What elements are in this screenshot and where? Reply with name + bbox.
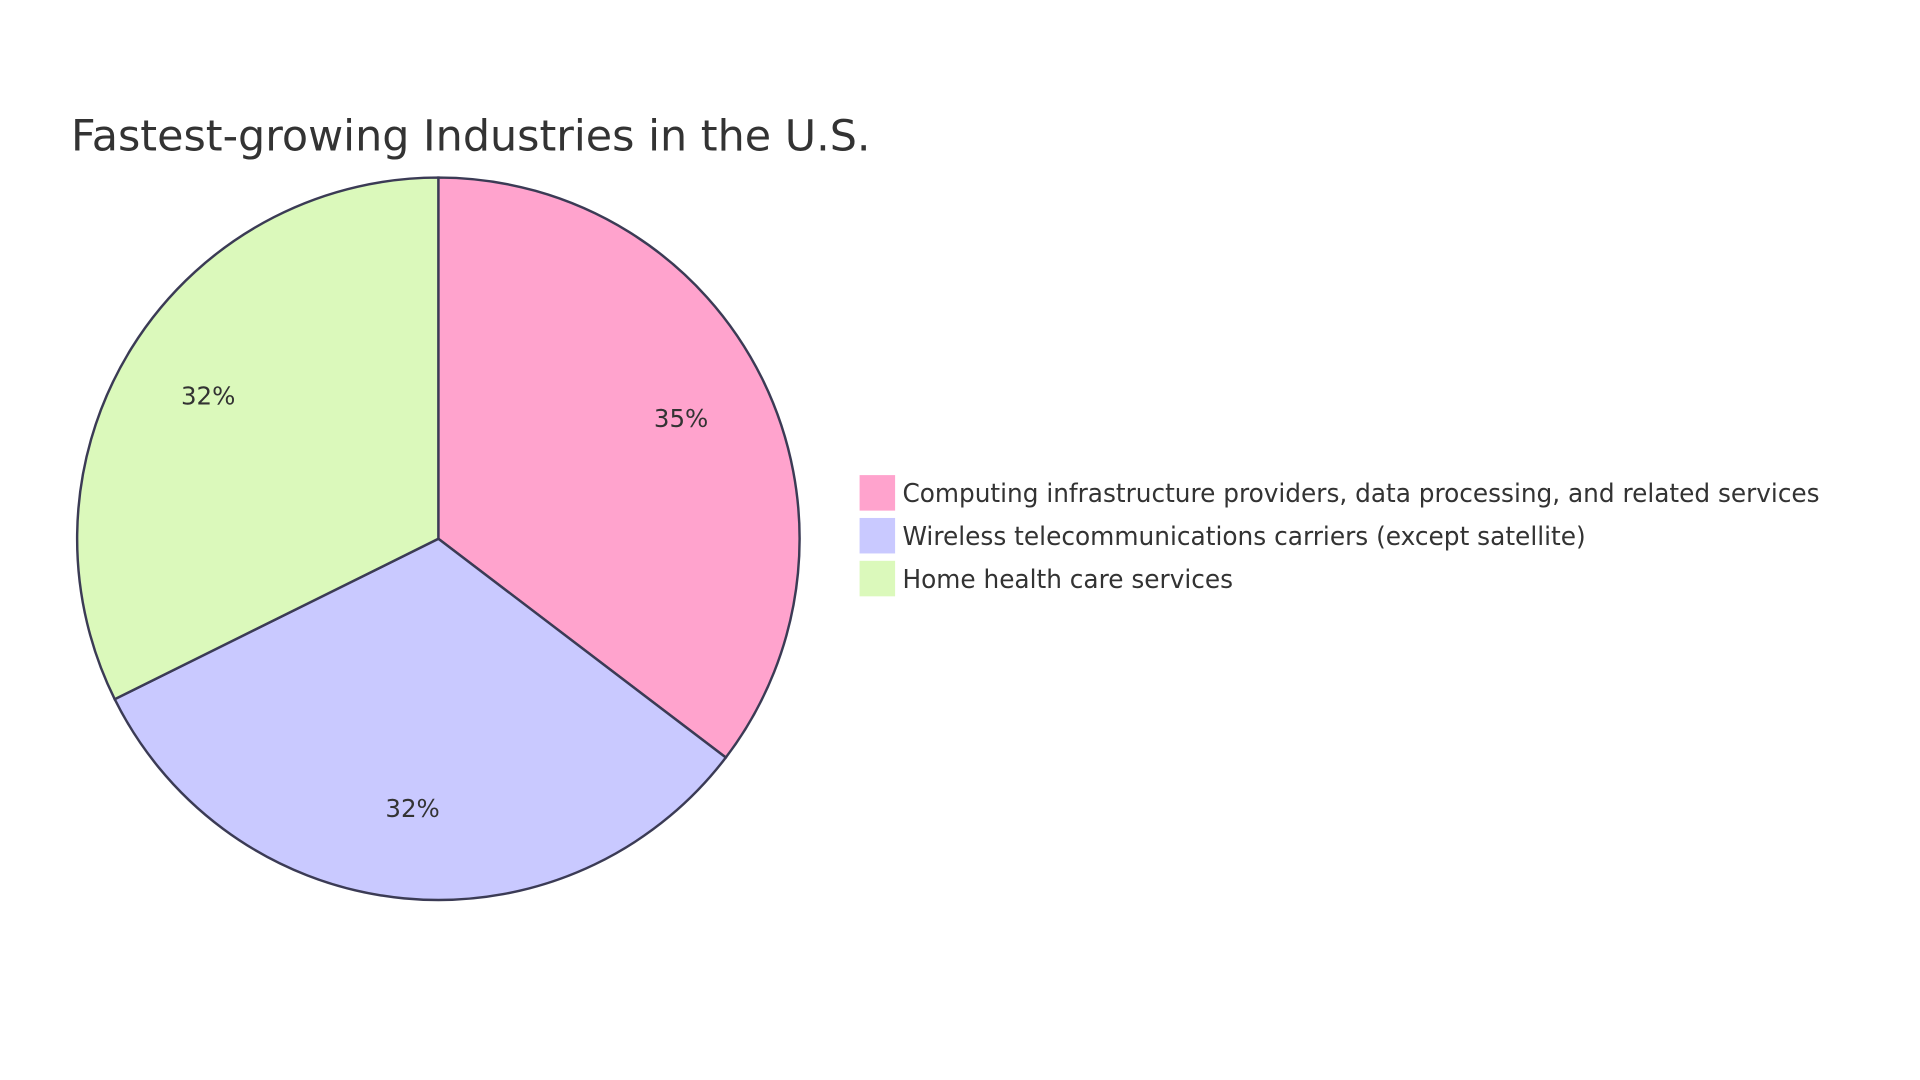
slice-label: 32% bbox=[181, 382, 235, 411]
pie-slice bbox=[437, 176, 801, 760]
legend-swatch bbox=[859, 517, 896, 554]
pie-slice bbox=[75, 176, 440, 701]
pie-slice bbox=[113, 537, 728, 902]
legend-label: Wireless telecommunications carriers (ex… bbox=[902, 522, 1585, 552]
legend-label: Computing infrastructure providers, data… bbox=[902, 479, 1819, 509]
slice-label: 32% bbox=[385, 794, 439, 823]
slice-label: 35% bbox=[654, 404, 708, 433]
legend-swatch bbox=[859, 560, 896, 597]
legend-swatch bbox=[859, 475, 896, 511]
chart-title: Fastest-growing Industries in the U.S. bbox=[71, 112, 871, 162]
legend-label: Home health care services bbox=[902, 565, 1233, 595]
